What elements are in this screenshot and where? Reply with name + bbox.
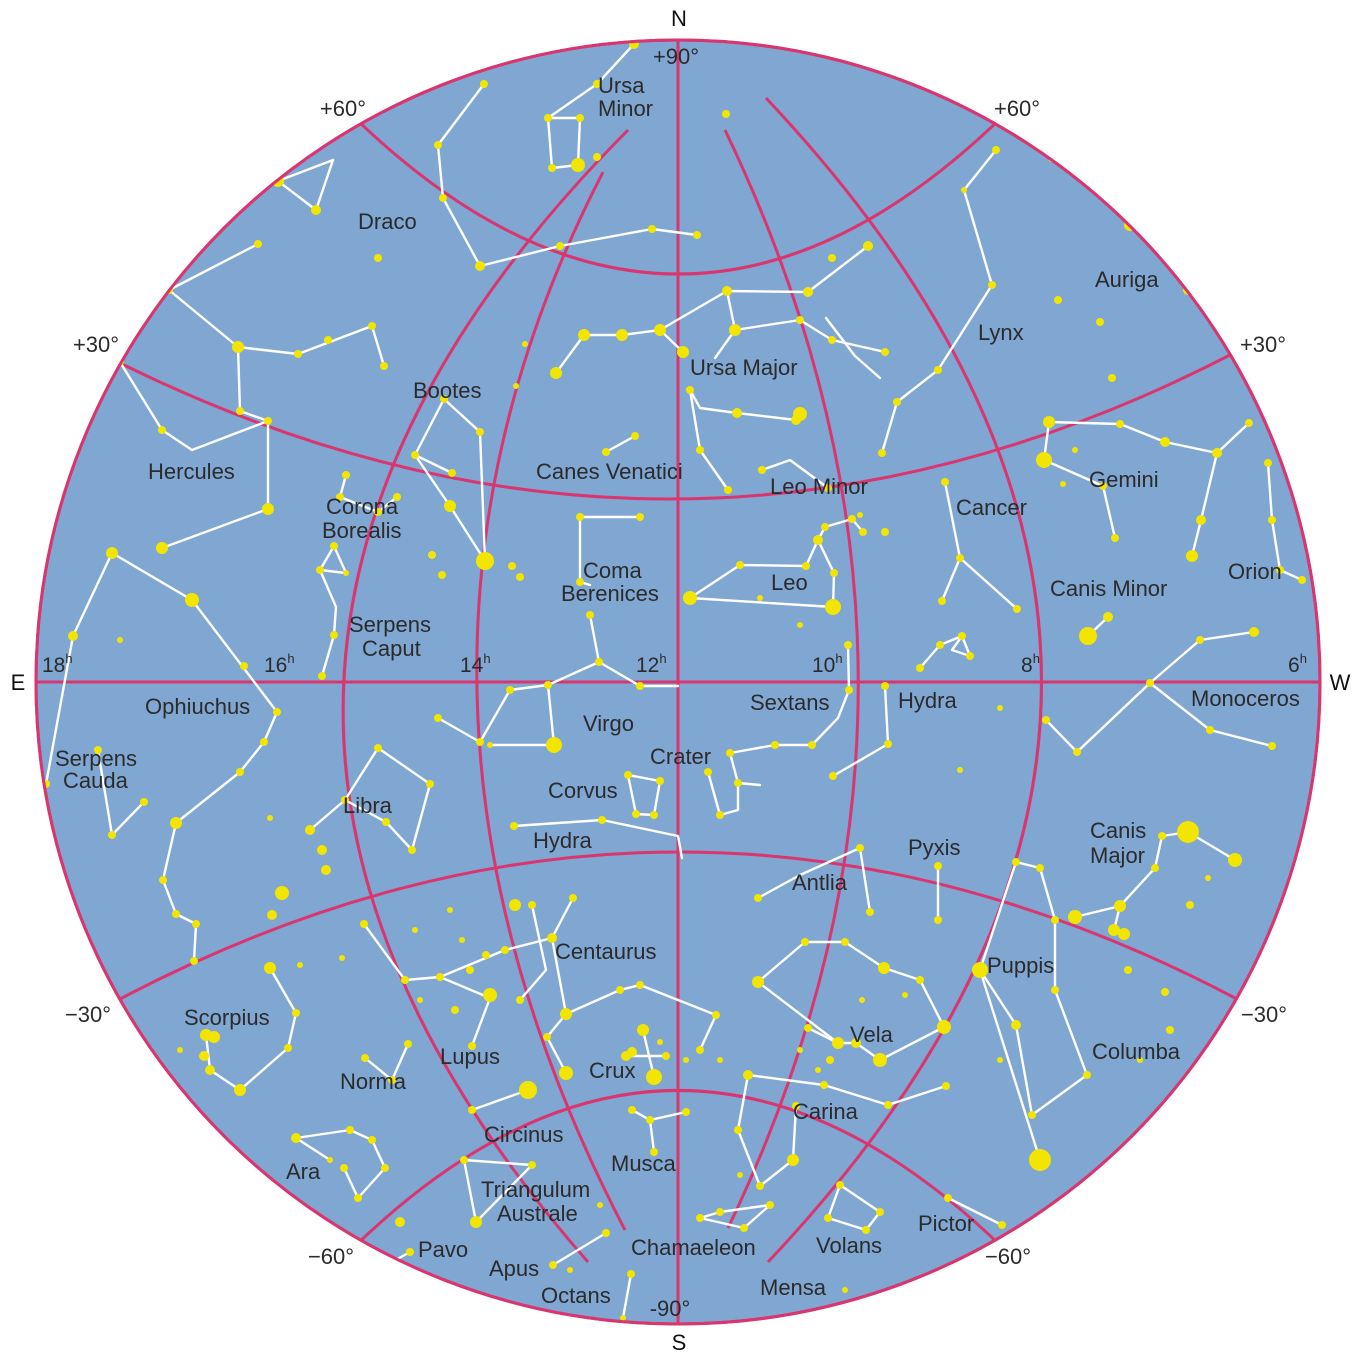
hour-label-14: 14h [460,651,491,677]
label-libra: Libra [343,793,393,818]
label-circinus: Circinus [484,1122,563,1147]
dec-label-minus60-left: −60° [308,1244,354,1269]
label-coma-berenices-1: Coma [583,558,642,583]
west-label: W [1330,670,1351,695]
label-monoceros: Monoceros [1191,686,1300,711]
label-scorpius: Scorpius [184,1005,270,1030]
label-corvus: Corvus [548,778,618,803]
label-cancer: Cancer [956,495,1027,520]
label-leo-minor: Leo Minor [770,474,868,499]
hour-label-16: 16h [264,651,295,677]
label-lynx: Lynx [978,320,1024,345]
label-apus: Apus [489,1256,539,1281]
dec-label-minus30-right: −30° [1241,1002,1287,1027]
dec-label-plus60-right: +60° [994,96,1040,121]
label-ara: Ara [286,1159,321,1184]
label-gemini: Gemini [1089,467,1159,492]
label-ursa-major: Ursa Major [690,355,798,380]
dec-label-plus90: +90° [653,44,699,69]
label-volans: Volans [816,1233,882,1258]
label-canes-venatici: Canes Venatici [536,459,683,484]
label-serpens-cauda-2: Cauda [63,768,129,793]
label-bootes: Bootes [413,378,482,403]
label-puppis: Puppis [987,953,1054,978]
meridian-16h [341,128,630,1263]
label-lupus: Lupus [440,1044,500,1069]
meridian-14h [475,171,627,1231]
label-antlia: Antlia [792,870,848,895]
label-carina: Carina [793,1099,859,1124]
label-centaurus: Centaurus [555,939,657,964]
label-canis-major-1: Canis [1090,818,1146,843]
hour-label-6: 6h [1288,651,1307,677]
label-pictor: Pictor [918,1211,974,1236]
north-label: N [671,6,687,31]
label-auriga: Auriga [1095,267,1159,292]
label-hydra-north: Hydra [898,688,957,713]
label-ursa-minor-1: Ursa [598,73,645,98]
label-orion: Orion [1228,559,1282,584]
label-triangulum-australe-1: Triangulum [481,1177,590,1202]
label-ursa-minor-2: Minor [598,96,653,121]
hour-labels: 18h 16h 14h 12h 10h 8h 6h [42,651,1307,677]
label-hydra-south: Hydra [533,828,592,853]
label-ophiuchus: Ophiuchus [145,694,250,719]
dec-label-plus60-left: +60° [320,96,366,121]
label-norma: Norma [340,1069,407,1094]
meridian-8h [764,96,1043,1264]
label-hercules: Hercules [148,459,235,484]
south-label: S [672,1330,687,1352]
label-crater: Crater [650,744,711,769]
declination-labels: +90° -90° +60° +60° +30° +30° −30° −30° … [65,44,1287,1321]
label-corona-borealis-1: Corona [326,494,399,519]
label-pyxis: Pyxis [908,835,961,860]
label-musca: Musca [611,1151,677,1176]
label-serpens-caput-2: Caput [362,636,421,661]
east-label: E [11,670,26,695]
dec-label-minus30-left: −30° [65,1002,111,1027]
dec-label-plus30-left: +30° [73,332,119,357]
label-vela: Vela [850,1022,894,1047]
label-mensa: Mensa [760,1275,827,1300]
label-columba: Columba [1092,1039,1181,1064]
label-leo: Leo [771,570,808,595]
label-octans: Octans [541,1283,611,1308]
hour-label-8: 8h [1021,651,1040,677]
dec-label-plus30-right: +30° [1240,332,1286,357]
dec-line-plus30 [117,352,1233,501]
label-draco: Draco [358,209,417,234]
label-serpens-caput-1: Serpens [349,612,431,637]
label-sextans: Sextans [750,690,830,715]
label-virgo: Virgo [583,711,634,736]
constellation-labels: Ursa Minor Draco Auriga Lynx Ursa Major … [55,73,1300,1308]
sphere-outline [34,38,1322,1326]
label-triangulum-australe-2: Australe [497,1201,578,1226]
hour-label-10: 10h [812,651,843,677]
label-crux: Crux [589,1058,635,1083]
hour-label-12: 12h [636,651,667,677]
label-corona-borealis-2: Borealis [322,518,401,543]
label-canis-major-2: Major [1090,843,1145,868]
label-canis-minor: Canis Minor [1050,576,1167,601]
dec-label-minus60-right: −60° [985,1244,1031,1269]
label-serpens-cauda-1: Serpens [55,746,137,771]
label-pavo: Pavo [418,1237,468,1262]
hour-label-18: 18h [42,651,73,677]
label-chamaeleon: Chamaeleon [631,1235,756,1260]
dec-label-minus90: -90° [650,1296,691,1321]
label-coma-berenices-2: Berenices [561,581,659,606]
